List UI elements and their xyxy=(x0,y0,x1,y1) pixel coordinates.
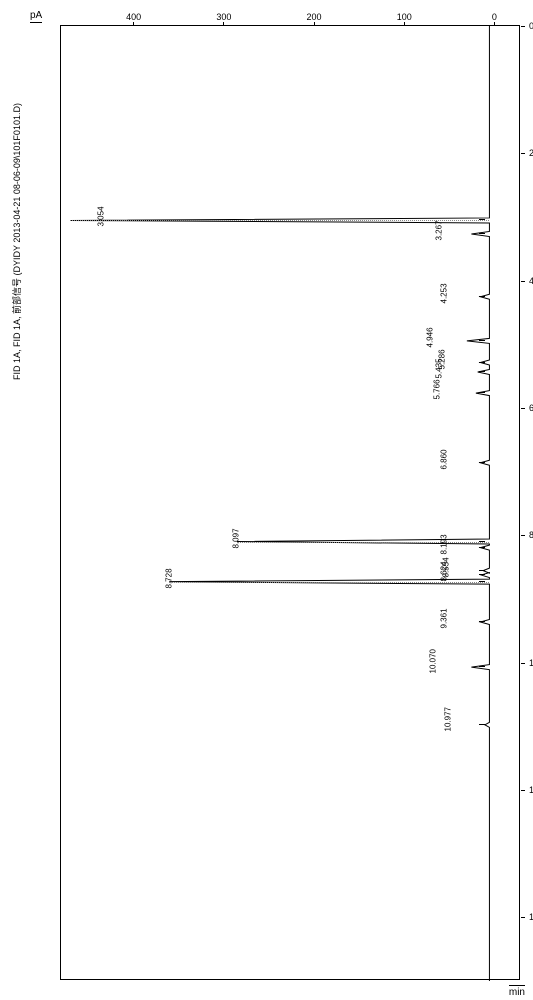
y-tick-label: 100 xyxy=(392,12,417,22)
peak-label: 9.361 xyxy=(439,608,448,628)
peak-indicator xyxy=(479,724,485,725)
peak-indicator xyxy=(479,233,485,234)
peak-label: 6.860 xyxy=(439,449,448,469)
peak-label: 3.267 xyxy=(435,220,444,240)
x-tick-label: 10 xyxy=(529,658,533,668)
peak-label: 8.624 xyxy=(439,562,448,582)
y-tick-label: 200 xyxy=(302,12,327,22)
peak-indicator xyxy=(479,574,485,575)
x-tick-label: 6 xyxy=(529,403,533,413)
peak-indicator xyxy=(479,547,485,548)
x-tick-mark xyxy=(521,663,525,664)
x-tick-label: 0 xyxy=(529,21,533,31)
peak-dotted-guide xyxy=(237,542,490,543)
x-tick-label: 8 xyxy=(529,530,533,540)
x-tick-mark xyxy=(521,153,525,154)
y-tick-label: 400 xyxy=(121,12,146,22)
y-tick-label: 300 xyxy=(211,12,236,22)
peak-dotted-guide xyxy=(169,582,489,583)
peak-indicator xyxy=(479,621,485,622)
plot-area: 0100200300400024681012143.0543.2674.2534… xyxy=(60,25,520,980)
peak-indicator xyxy=(479,392,485,393)
peak-dotted-guide xyxy=(70,220,489,221)
peak-label: 10.977 xyxy=(444,707,453,731)
x-tick-mark xyxy=(521,535,525,536)
peak-indicator xyxy=(479,340,485,341)
y-tick-label: 0 xyxy=(482,12,507,22)
x-tick-label: 14 xyxy=(529,912,533,922)
y-axis-label: pA xyxy=(30,10,42,23)
peak-indicator xyxy=(479,462,485,463)
peak-label: 3.054 xyxy=(97,207,106,227)
x-tick-label: 4 xyxy=(529,276,533,286)
x-tick-mark xyxy=(521,408,525,409)
peak-indicator xyxy=(479,296,485,297)
peak-label: 8.193 xyxy=(439,534,448,554)
peak-label: 4.253 xyxy=(439,283,448,303)
x-tick-mark xyxy=(521,917,525,918)
x-axis-label: min xyxy=(509,985,525,998)
peak-indicator xyxy=(479,666,485,667)
chart-title: FID 1A, FID 1A, 前部信号 (DYIDY 2013-04-21 0… xyxy=(10,103,23,380)
peak-label: 5.435 xyxy=(435,358,444,378)
x-tick-label: 12 xyxy=(529,785,533,795)
x-tick-label: 2 xyxy=(529,148,533,158)
peak-indicator xyxy=(479,570,485,571)
chromatogram-trace xyxy=(61,26,521,981)
peak-label: 8.097 xyxy=(232,528,241,548)
x-tick-mark xyxy=(521,26,525,27)
peak-label: 10.070 xyxy=(429,649,438,673)
peak-label: 5.766 xyxy=(432,380,441,400)
peak-indicator xyxy=(479,371,485,372)
chromatogram-chart: FID 1A, FID 1A, 前部信号 (DYIDY 2013-04-21 0… xyxy=(0,0,533,1000)
x-tick-mark xyxy=(521,281,525,282)
peak-label: 4.946 xyxy=(426,327,435,347)
x-tick-mark xyxy=(521,790,525,791)
peak-indicator xyxy=(479,362,485,363)
peak-label: 8.728 xyxy=(164,568,173,588)
